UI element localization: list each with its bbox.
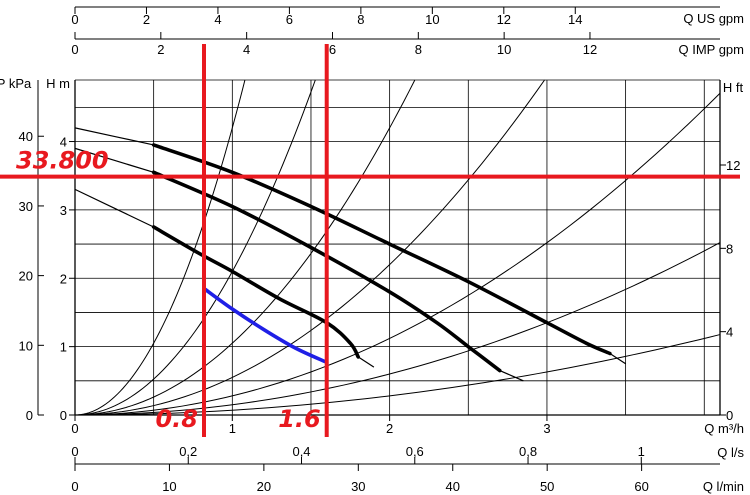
h-ft-label: H ft (723, 80, 744, 95)
pump-curves (74, 127, 626, 382)
q-imp-gpm-axis-tick-label: 12 (583, 42, 597, 57)
q-imp-gpm-axis-tick-label: 6 (329, 42, 336, 57)
q-ls-axis-tick-label: 0 (71, 444, 78, 459)
pump-curve (151, 143, 612, 356)
system-curve (74, 334, 721, 416)
system-curve (74, 242, 721, 416)
q-ls-label: Q l/s (717, 445, 744, 460)
q-us-gpm-axis-tick-label: 2 (143, 12, 150, 27)
h-m-tick-label: 0 (60, 408, 67, 423)
h-m-label: H m (46, 76, 70, 91)
pump-curve-thin-end (357, 356, 375, 368)
pump-curve (151, 225, 360, 359)
pump-curve-thin-start (74, 127, 154, 146)
system-curves (74, 79, 721, 416)
plot-frame (74, 79, 721, 416)
h-ft-tick-label: 8 (726, 241, 733, 256)
q-us-gpm-axis-tick-label: 6 (286, 12, 293, 27)
h-ft-tick-label: 4 (726, 325, 733, 340)
q-us-gpm-label: Q US gpm (683, 11, 744, 26)
q-imp-gpm-axis-tick-label: 4 (243, 42, 250, 57)
system-curve (74, 79, 316, 416)
q-m3h-tick-label: 1 (229, 421, 236, 436)
q-m3h-tick-label: 3 (543, 421, 550, 436)
operating-range-curve (202, 286, 329, 365)
pump-curve-thin-end (609, 352, 626, 365)
q-lmin-axis-tick-label: 0 (71, 479, 78, 494)
q-us-gpm-axis-tick-label: 12 (497, 12, 511, 27)
q-imp-gpm-axis-tick-label: 10 (497, 42, 511, 57)
q-m3h-tick-label: 2 (386, 421, 393, 436)
q-us-gpm-axis-tick-label: 8 (357, 12, 364, 27)
q-ls-axis-tick-label: 0,2 (179, 444, 197, 459)
q-lmin-axis-tick-label: 10 (162, 479, 176, 494)
q-imp-gpm-axis-tick-label: 8 (415, 42, 422, 57)
q-lmin-axis-tick-label: 60 (634, 479, 648, 494)
system-curve (74, 92, 721, 416)
q-us-gpm-axis-tick-label: 10 (425, 12, 439, 27)
p-kpa-tick-label: 40 (19, 129, 33, 144)
h-ft-tick-label: 0 (726, 408, 733, 423)
h-m-tick-label: 4 (60, 135, 67, 150)
annotation-label-flow: 0.8 (155, 405, 198, 433)
pump-curve-thin-end (499, 370, 524, 382)
p-kpa-tick-label: 30 (19, 199, 33, 214)
q-imp-gpm-axis-tick-label: 0 (71, 42, 78, 57)
q-us-gpm-axis-tick-label: 14 (568, 12, 582, 27)
pump-curve-thin-start (74, 147, 154, 173)
q-lmin-axis-tick-label: 30 (351, 479, 365, 494)
pump-curve (151, 170, 502, 373)
p-kpa-tick-label: 10 (19, 338, 33, 353)
annotations: 33.800 0.8 1.6 (0, 44, 740, 437)
q-lmin-axis-tick-label: 40 (446, 479, 460, 494)
annotation-label-pressure: 33.800 (16, 147, 109, 175)
q-m3h-label: Q m³/h (704, 421, 744, 436)
q-imp-gpm-axis-tick-label: 2 (157, 42, 164, 57)
h-m-tick-label: 3 (60, 203, 67, 218)
p-kpa-label: P kPa (0, 76, 32, 91)
q-imp-gpm-label: Q IMP gpm (678, 42, 744, 57)
q-lmin-label: Q l/min (703, 479, 744, 494)
system-curve (74, 79, 545, 416)
q-lmin-axis-tick-label: 20 (257, 479, 271, 494)
pump-curve-thin-start (74, 188, 154, 228)
q-us-gpm-axis-tick-label: 4 (214, 12, 221, 27)
annotation-label-flow: 1.6 (278, 405, 321, 433)
q-m3h-tick-label: 0 (71, 421, 78, 436)
system-curve (74, 79, 416, 416)
p-kpa-tick-label: 0 (26, 408, 33, 423)
q-ls-axis-tick-label: 0,4 (292, 444, 310, 459)
p-kpa-tick-label: 20 (19, 269, 33, 284)
system-curve (74, 79, 246, 416)
q-ls-axis-tick-label: 0,6 (406, 444, 424, 459)
h-m-tick-label: 1 (60, 340, 67, 355)
q-lmin-axis-tick-label: 50 (540, 479, 554, 494)
grid (75, 80, 720, 415)
q-ls-axis-tick-label: 0,8 (519, 444, 537, 459)
q-us-gpm-axis-tick-label: 0 (71, 12, 78, 27)
h-ft-tick-label: 12 (726, 158, 740, 173)
h-m-tick-label: 2 (60, 271, 67, 286)
axes: 0 2 4 6 8 10 12 140 2 4 6 8 10 120 0,2 0,4 0,6 0,8 10 10 20 3… (19, 6, 740, 494)
q-ls-axis-tick-label: 1 (638, 444, 645, 459)
